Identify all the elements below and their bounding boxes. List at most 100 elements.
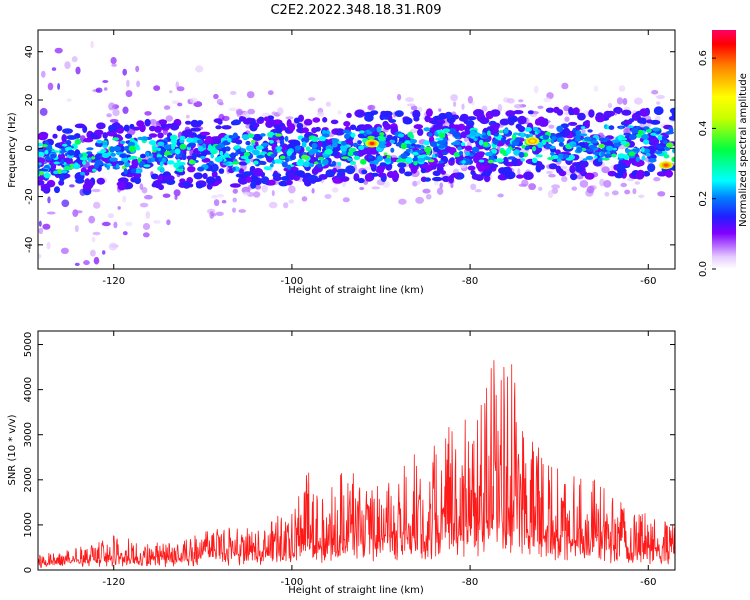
heatmap-cell — [656, 94, 665, 100]
colorbar-tick-label: 0.6 — [698, 50, 709, 66]
heatmap-cell — [112, 108, 120, 117]
heatmap-cell — [558, 170, 567, 177]
heatmap-cell — [84, 169, 90, 176]
heatmap-cell — [537, 105, 544, 110]
heatmap-cell — [556, 125, 564, 132]
heatmap-cell — [634, 97, 643, 105]
heatmap-cell — [466, 158, 471, 165]
heatmap-cell — [54, 186, 60, 194]
heatmap-cell — [311, 188, 315, 194]
heatmap-cell — [102, 250, 106, 255]
heatmap-cell — [575, 130, 582, 137]
heatmap-cell — [467, 95, 473, 104]
heatmap-cell — [390, 139, 396, 144]
heatmap-cell — [601, 166, 610, 174]
heatmap-cell — [398, 198, 407, 205]
heatmap-cell — [551, 136, 557, 141]
x-tick-label: -60 — [640, 276, 656, 287]
heatmap-cell — [311, 142, 318, 149]
heatmap-cell — [215, 211, 224, 216]
heatmap-cell — [342, 197, 350, 203]
heatmap-cell — [369, 127, 376, 132]
heatmap-cell — [252, 191, 261, 198]
heatmap-cell — [423, 127, 431, 132]
heatmap-cell — [409, 139, 418, 144]
heatmap-cell — [586, 185, 595, 194]
heatmap-cell — [542, 134, 550, 140]
heatmap-cell — [598, 143, 605, 149]
heatmap-cell — [640, 146, 645, 153]
heatmap-cell — [406, 103, 416, 107]
heatmap-cell — [279, 155, 286, 160]
heatmap-cell — [243, 151, 251, 157]
heatmap-cell — [555, 165, 562, 173]
heatmap-cell — [538, 164, 545, 170]
heatmap-cell — [267, 90, 274, 96]
heatmap-cell — [588, 144, 597, 149]
heatmap-cell — [208, 160, 214, 166]
heatmap-cell — [228, 135, 234, 139]
heatmap-cell — [604, 191, 610, 197]
heatmap-cell — [188, 142, 196, 147]
heatmap-cell — [38, 179, 45, 186]
heatmap-cell — [427, 132, 433, 137]
heatmap-cell — [324, 149, 333, 155]
heatmap-cell — [528, 133, 533, 138]
heatmap-cell — [606, 145, 614, 151]
heatmap-cell — [109, 119, 119, 123]
heatmap-cell — [233, 145, 241, 149]
heatmap-cell — [141, 136, 148, 141]
heatmap-cell — [154, 125, 162, 133]
heatmap-cell — [342, 129, 351, 134]
heatmap-cell — [612, 147, 618, 151]
heatmap-cell — [669, 107, 675, 114]
heatmap-cell — [375, 167, 385, 174]
heatmap-cell — [642, 139, 650, 145]
heatmap-cell — [247, 133, 255, 138]
heatmap-cell — [140, 153, 146, 159]
heatmap-cell — [405, 148, 411, 153]
heatmap-cell — [185, 120, 192, 125]
heatmap-cell — [297, 158, 305, 164]
heatmap-cell — [368, 155, 373, 159]
heatmap-cell — [515, 137, 521, 143]
heatmap-cell — [139, 202, 149, 208]
heatmap-cell — [274, 158, 283, 164]
heatmap-cell — [235, 139, 243, 145]
heatmap-cell — [656, 101, 661, 105]
heatmap-cell — [413, 116, 420, 122]
x-tick-label: -120 — [102, 577, 125, 588]
heatmap-cell — [186, 137, 194, 143]
heatmap-cell — [414, 144, 422, 148]
colorbar-tick-label: 0.4 — [698, 120, 709, 136]
heatmap-cell — [136, 80, 141, 88]
heatmap-cell — [108, 242, 118, 251]
heatmap-cell — [83, 260, 90, 266]
heatmap-cell — [438, 144, 445, 149]
heatmap-cell — [117, 182, 127, 191]
y-tick-label: 40 — [24, 45, 35, 58]
heatmap-cell — [288, 199, 295, 204]
heatmap-cell — [106, 164, 110, 170]
heatmap-cell — [487, 130, 491, 137]
heatmap-cell — [202, 143, 207, 149]
heatmap-cell — [476, 151, 486, 157]
heatmap-cell — [92, 231, 101, 236]
heatmap-cell — [213, 199, 220, 207]
heatmap-cell — [461, 103, 465, 110]
heatmap-cell — [277, 107, 284, 115]
heatmap-cell — [232, 207, 236, 213]
heatmap-cell — [62, 143, 68, 147]
heatmap-cell — [321, 140, 327, 149]
heatmap-cell — [285, 158, 289, 163]
heatmap-cell — [318, 174, 328, 180]
heatmap-cell — [74, 262, 80, 266]
heatmap-cell — [532, 146, 537, 152]
heatmap-cell — [650, 119, 661, 125]
heatmap-cell — [175, 155, 180, 158]
heatmap-cell — [232, 132, 238, 139]
heatmap-cell — [294, 145, 302, 151]
heatmap-cell — [495, 158, 504, 163]
heatmap-cell — [144, 194, 153, 200]
heatmap-cell — [349, 124, 357, 131]
